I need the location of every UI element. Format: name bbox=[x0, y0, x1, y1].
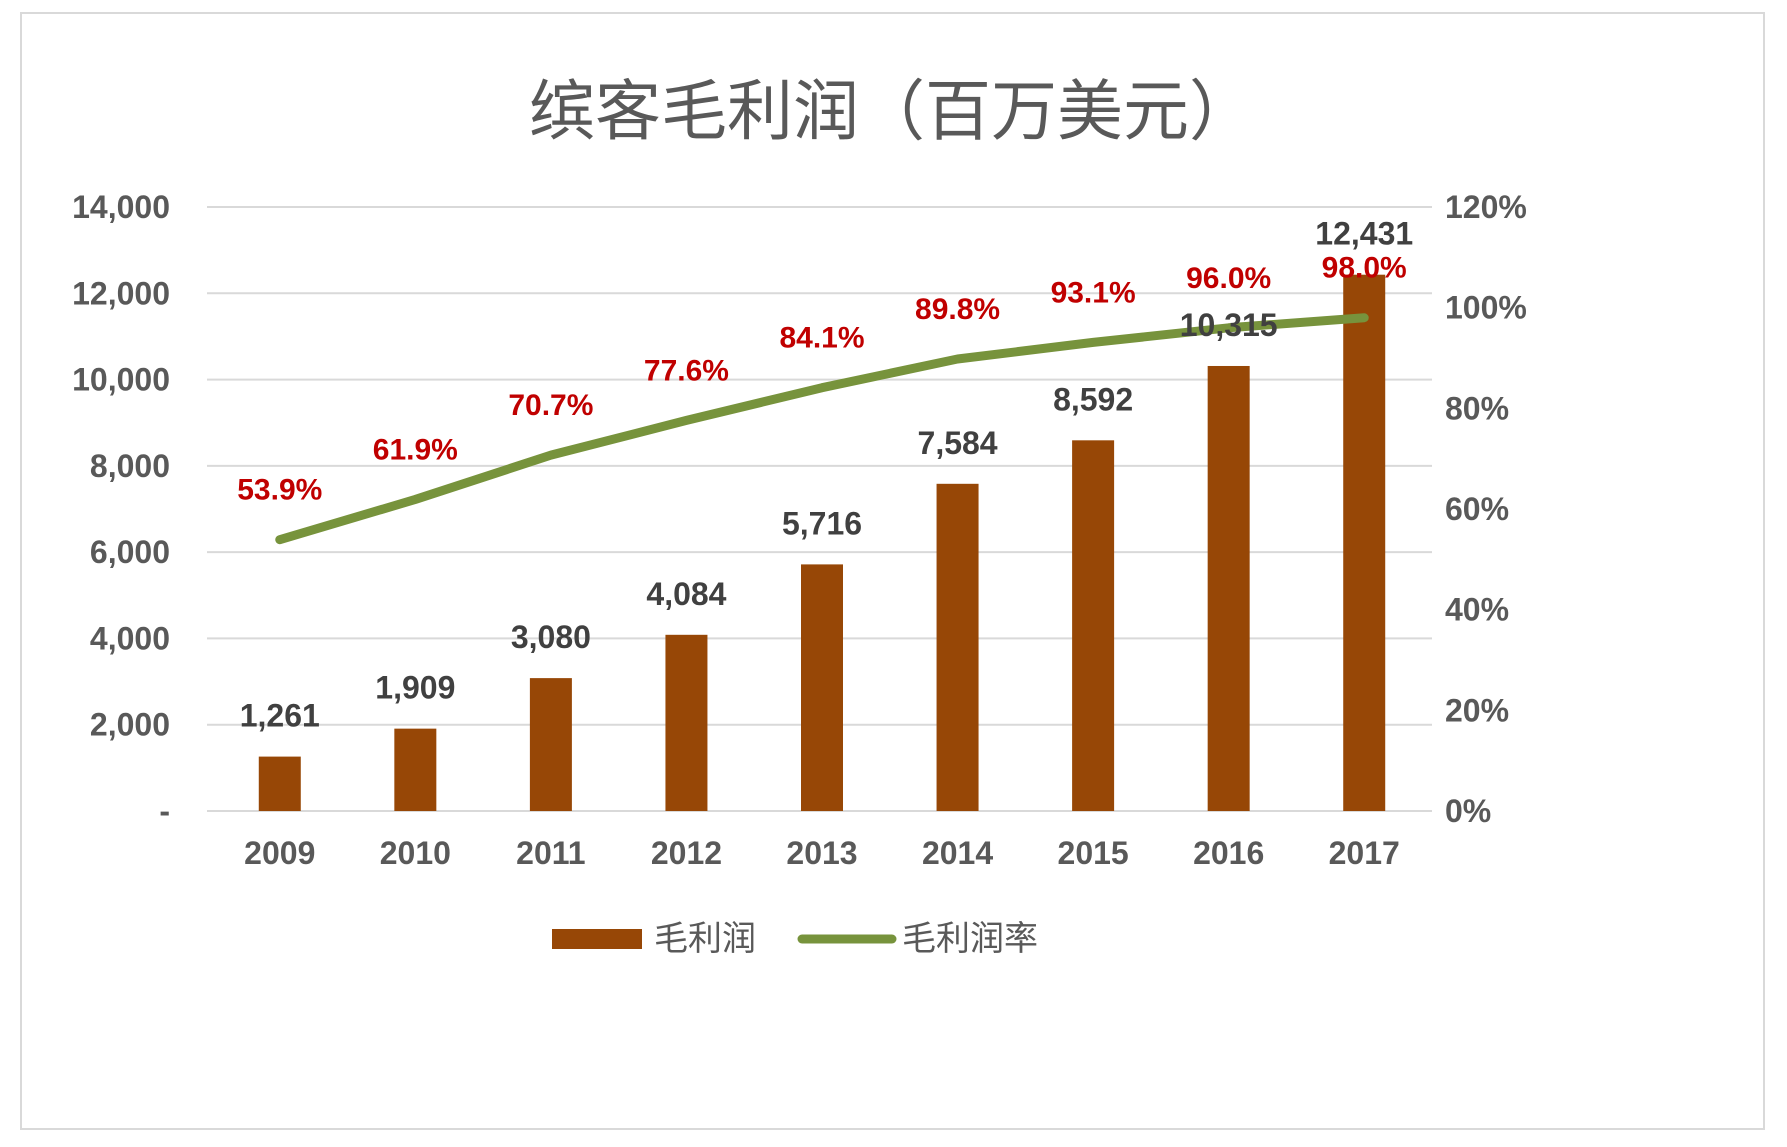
line-point bbox=[1360, 313, 1369, 322]
bar bbox=[665, 634, 708, 811]
line-value-label: 70.7% bbox=[508, 389, 593, 422]
bar-series bbox=[258, 274, 1386, 811]
line-point bbox=[953, 355, 962, 364]
x-tick-label: 2012 bbox=[651, 835, 722, 871]
bar-value-label: 1,909 bbox=[375, 670, 455, 706]
line-value-label: 89.8% bbox=[915, 293, 1000, 326]
legend-swatch-bar bbox=[552, 929, 642, 949]
y-right-tick-label: 20% bbox=[1445, 692, 1509, 728]
x-tick-label: 2013 bbox=[786, 835, 857, 871]
bar-value-label: 5,716 bbox=[782, 505, 862, 541]
y-left-tick-label: 4,000 bbox=[90, 620, 170, 656]
x-tick-label: 2016 bbox=[1193, 835, 1264, 871]
y-left-tick-label: 2,000 bbox=[90, 707, 170, 743]
bar-value-label: 8,592 bbox=[1053, 381, 1133, 417]
line-value-label: 84.1% bbox=[779, 322, 864, 355]
y-left-tick-label: 12,000 bbox=[72, 275, 170, 311]
y-right-tick-label: 0% bbox=[1445, 793, 1491, 829]
bar-value-label: 12,431 bbox=[1315, 216, 1413, 252]
y-left-tick-label: 10,000 bbox=[72, 362, 170, 398]
chart-svg: 缤客毛利润（百万美元） 1,261 1,909 3,080 4,084 5,716 7,5… bbox=[72, 73, 1527, 959]
x-tick-label: 2010 bbox=[380, 835, 451, 871]
y-left-tick-label: 14,000 bbox=[72, 189, 170, 225]
line-value-label: 61.9% bbox=[373, 433, 458, 466]
line-value-label: 96.0% bbox=[1186, 262, 1271, 295]
axis-ticks: - 2,000 4,000 6,000 8,000 10,000 12,000 14,000 0… bbox=[72, 189, 1527, 871]
y-right-tick-label: 100% bbox=[1445, 290, 1527, 326]
bar bbox=[258, 756, 301, 811]
x-tick-label: 2011 bbox=[516, 835, 585, 871]
x-tick-label: 2015 bbox=[1058, 835, 1129, 871]
line-value-label: 98.0% bbox=[1322, 252, 1407, 285]
bar-value-label: 10,315 bbox=[1180, 307, 1278, 343]
y-left-tick-label: - bbox=[159, 793, 170, 829]
bar bbox=[1207, 365, 1250, 811]
bar-value-label: 4,084 bbox=[646, 576, 726, 612]
line-point bbox=[818, 383, 826, 392]
bar bbox=[529, 678, 572, 811]
x-tick-label: 2014 bbox=[922, 835, 993, 871]
line-point bbox=[1089, 338, 1098, 347]
y-right-tick-label: 40% bbox=[1445, 592, 1509, 628]
line-point bbox=[682, 416, 691, 425]
bar bbox=[801, 564, 843, 811]
legend: 毛利润 毛利润率 bbox=[552, 919, 1038, 959]
line-value-label: 77.6% bbox=[644, 354, 729, 387]
legend-label-bar: 毛利润 bbox=[654, 919, 756, 959]
y-right-tick-label: 80% bbox=[1445, 390, 1509, 426]
data-labels: 1,261 1,909 3,080 4,084 5,716 7,584 8,592 10,31… bbox=[237, 216, 1413, 734]
y-left-tick-label: 8,000 bbox=[90, 448, 170, 484]
chart-title: 缤客毛利润（百万美元） bbox=[529, 73, 1255, 150]
bar-value-label: 1,261 bbox=[240, 698, 320, 734]
bar bbox=[394, 728, 437, 811]
bar bbox=[1343, 274, 1386, 811]
bar bbox=[936, 483, 979, 811]
line-point bbox=[546, 451, 555, 460]
line-point bbox=[1224, 323, 1233, 332]
y-left-tick-label: 6,000 bbox=[90, 534, 170, 570]
legend-label-line: 毛利润率 bbox=[902, 919, 1038, 959]
chart-frame: 缤客毛利润（百万美元） 1,261 1,909 3,080 4,084 5,716 7,5… bbox=[20, 12, 1765, 1130]
line-point bbox=[411, 495, 420, 504]
y-right-tick-label: 120% bbox=[1445, 189, 1527, 225]
line-value-label: 93.1% bbox=[1051, 276, 1136, 309]
line-series bbox=[275, 313, 1369, 545]
y-right-tick-label: 60% bbox=[1445, 491, 1509, 527]
x-tick-label: 2009 bbox=[244, 835, 315, 871]
line-value-label: 53.9% bbox=[237, 474, 322, 507]
bar bbox=[1072, 440, 1115, 811]
bar-value-label: 7,584 bbox=[918, 425, 998, 461]
x-tick-label: 2017 bbox=[1329, 835, 1400, 871]
line-point bbox=[275, 535, 284, 544]
bar-value-label: 3,080 bbox=[511, 619, 591, 655]
